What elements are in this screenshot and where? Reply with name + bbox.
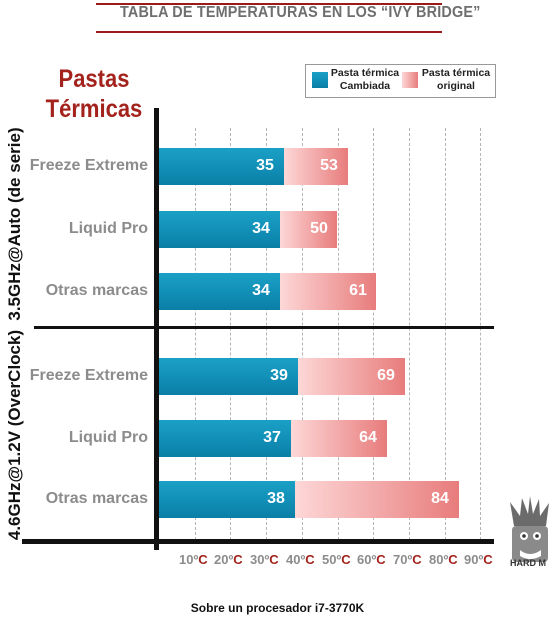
x-tick-label: 40ºC bbox=[286, 552, 315, 567]
legend-swatch-changed bbox=[312, 72, 328, 88]
bar-original bbox=[298, 358, 405, 395]
x-tick-label: 50ºC bbox=[322, 552, 351, 567]
chart-caption: Sobre un procesador i7-3770K bbox=[190, 601, 365, 615]
legend-label-changed-line2: Cambiada bbox=[339, 80, 391, 92]
bar-changed bbox=[159, 273, 280, 310]
x-gridline bbox=[302, 128, 303, 540]
data-label-changed: 38 bbox=[267, 490, 285, 507]
legend-swatch-original bbox=[402, 72, 418, 88]
chart-title: TABLA DE TEMPERATURAS EN LOS “IVY BRIDGE… bbox=[120, 4, 481, 21]
x-tick-label: 60ºC bbox=[357, 552, 386, 567]
title-rule-top bbox=[96, 3, 442, 5]
bar-changed bbox=[159, 358, 298, 395]
x-gridline bbox=[445, 128, 446, 540]
bar-original bbox=[284, 148, 348, 185]
bar-changed bbox=[159, 148, 284, 185]
x-tick-label: 30ºC bbox=[250, 552, 279, 567]
bar-original bbox=[280, 211, 337, 248]
bar-changed bbox=[159, 481, 295, 518]
category-label: Otras marcas bbox=[45, 490, 148, 507]
data-label-changed: 34 bbox=[252, 220, 270, 237]
legend-label-original-line1: Pasta térmica bbox=[421, 67, 491, 79]
data-label-original: 64 bbox=[359, 429, 377, 446]
data-label-changed: 34 bbox=[252, 282, 270, 299]
hardm-logo-icon: HARD M bbox=[510, 496, 549, 568]
category-label: Freeze Extreme bbox=[29, 157, 148, 174]
legend-label-original: Pasta térmica original bbox=[419, 67, 493, 93]
legend-label-original-line2: original bbox=[437, 80, 475, 92]
x-gridline bbox=[195, 128, 196, 540]
bar-changed bbox=[159, 420, 291, 457]
y-axis-heading-line2: Térmicas bbox=[45, 95, 143, 123]
logo-text: HARD M bbox=[510, 558, 546, 568]
x-gridline bbox=[230, 128, 231, 540]
bar-changed bbox=[159, 211, 280, 248]
data-label-changed: 37 bbox=[263, 429, 281, 446]
data-label-original: 69 bbox=[377, 367, 395, 384]
x-tick-label: 20ºC bbox=[214, 552, 243, 567]
group-separator-line bbox=[34, 326, 494, 329]
chart-title-wrap: TABLA DE TEMPERATURAS EN LOS “IVY BRIDGE… bbox=[100, 4, 480, 22]
category-label: Freeze Extreme bbox=[29, 367, 148, 384]
x-tick-label: 10ºC bbox=[179, 552, 208, 567]
bar-original bbox=[295, 481, 459, 518]
x-axis-line bbox=[22, 539, 494, 544]
chart-legend: Pasta térmica Cambiada Pasta térmica ori… bbox=[305, 64, 496, 98]
legend-label-changed: Pasta térmica Cambiada bbox=[330, 67, 400, 93]
x-gridline bbox=[266, 128, 267, 540]
legend-label-changed-line1: Pasta térmica bbox=[330, 67, 400, 79]
group-label-2: 4.6GHz@1.2V (OverClock) bbox=[5, 329, 24, 541]
bar-original bbox=[291, 420, 387, 457]
title-rule-bottom bbox=[96, 31, 442, 33]
y-axis-heading: Pastas Térmicas bbox=[41, 64, 147, 124]
category-label: Otras marcas bbox=[45, 282, 148, 299]
bar-original bbox=[280, 273, 376, 310]
x-gridline bbox=[409, 128, 410, 540]
x-tick-label: 70ºC bbox=[393, 552, 422, 567]
x-gridline bbox=[338, 128, 339, 540]
category-label: Liquid Pro bbox=[68, 220, 148, 237]
data-label-original: 84 bbox=[431, 490, 449, 507]
x-tick-label: 80ºC bbox=[429, 552, 458, 567]
x-gridline bbox=[480, 128, 481, 540]
data-label-original: 50 bbox=[310, 220, 328, 237]
data-label-changed: 35 bbox=[256, 157, 274, 174]
data-label-changed: 39 bbox=[270, 367, 288, 384]
y-axis-heading-line1: Pastas bbox=[58, 65, 130, 93]
data-label-original: 53 bbox=[320, 157, 338, 174]
y-axis-line bbox=[154, 108, 159, 550]
group-label-1: 3.5GHz@Auto (de serie) bbox=[5, 127, 24, 321]
x-gridline bbox=[373, 128, 374, 540]
category-label: Liquid Pro bbox=[68, 429, 148, 446]
x-tick-label: 90ºC bbox=[464, 552, 493, 567]
data-label-original: 61 bbox=[349, 282, 367, 299]
